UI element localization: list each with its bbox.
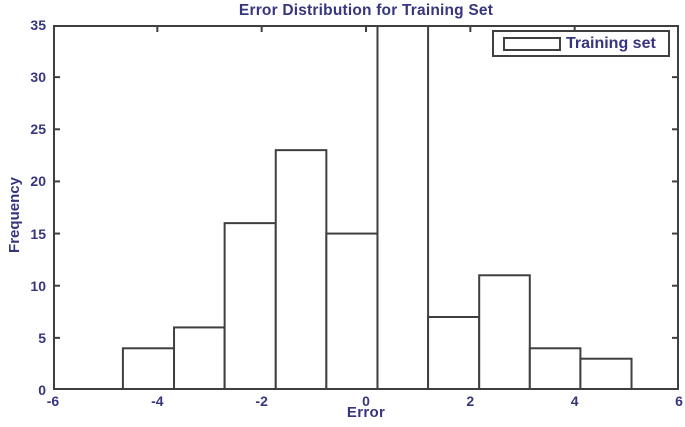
legend-label: Training set: [566, 34, 656, 52]
y-tick-label: 5: [38, 329, 46, 346]
y-tick-label: 15: [30, 225, 46, 242]
y-tick-label: 0: [38, 382, 46, 398]
x-tick-label: 6: [675, 393, 683, 409]
y-tick-label: 30: [30, 69, 46, 86]
histogram-bar: [325, 232, 379, 390]
histogram-bar: [528, 347, 582, 390]
x-tick-label: 2: [466, 393, 475, 409]
histogram-bar: [478, 274, 531, 390]
histogram-bar: [274, 149, 328, 390]
histogram-plot-svg: [53, 25, 679, 390]
x-tick-label: -4: [151, 393, 164, 409]
histogram-bar: [579, 357, 633, 390]
y-axis-label: Frequency: [6, 177, 23, 253]
x-axis-label: Error: [346, 404, 386, 421]
y-tick-label: 35: [30, 17, 46, 33]
y-tick-label: 10: [30, 277, 46, 294]
y-tick-label: 20: [30, 173, 46, 190]
legend-swatch-training-set: [503, 36, 561, 51]
x-tick-label: -2: [255, 393, 268, 409]
histogram-bar: [427, 316, 481, 390]
axes-box: [53, 25, 679, 390]
x-tick-label: 4: [570, 393, 579, 409]
x-tick-label: 0: [362, 393, 370, 409]
x-tick-label: -6: [46, 393, 60, 409]
legend: Training set: [492, 30, 670, 57]
histogram-bar: [173, 326, 226, 390]
chart-title: Error Distribution for Training Set: [238, 2, 494, 19]
histogram-bar: [121, 347, 176, 390]
histogram-bar: [223, 222, 277, 390]
plot-area: [53, 25, 679, 390]
histogram-bar-clipped: [376, 25, 430, 390]
y-tick-label: 25: [30, 121, 46, 138]
